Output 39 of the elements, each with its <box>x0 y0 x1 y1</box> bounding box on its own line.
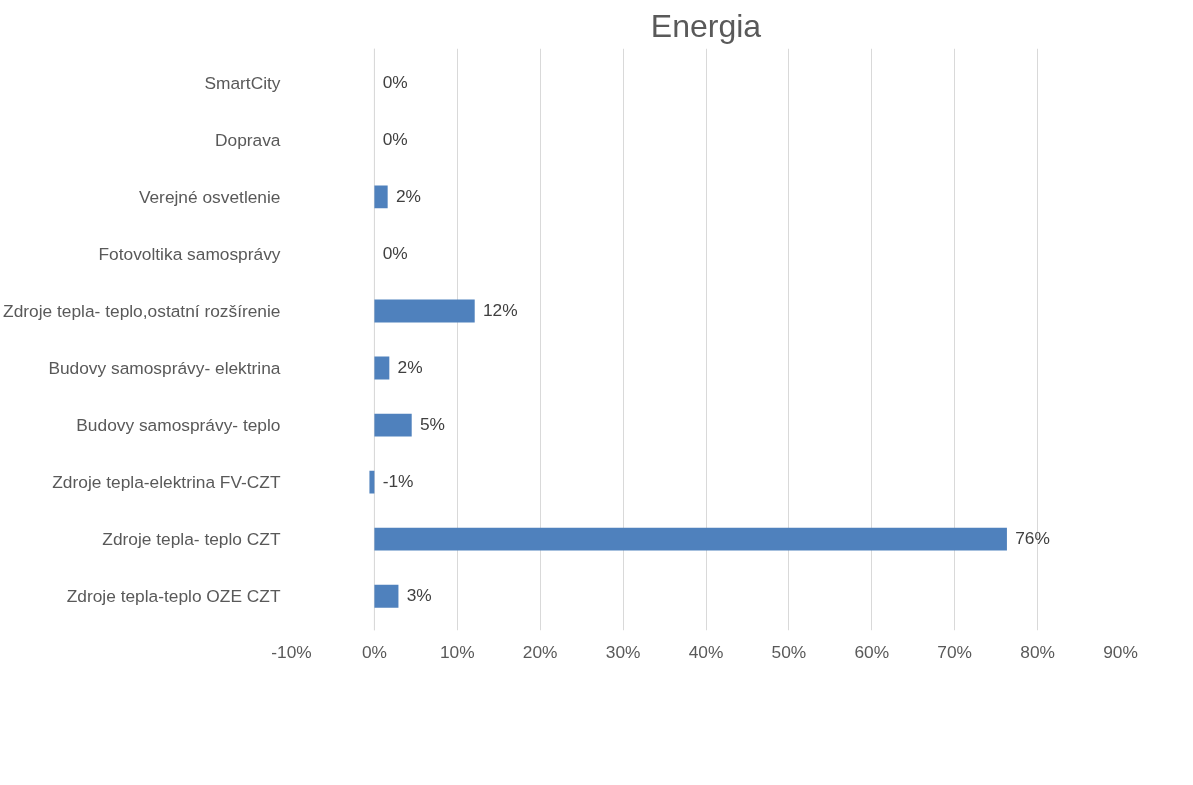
y-tick-label: Zdroje tepla- teplo,ostatní rozšírenie <box>3 300 281 321</box>
y-tick-label: Zdroje tepla-elektrina FV-CZT <box>52 472 281 493</box>
x-tick-label: 70% <box>937 641 973 662</box>
data-label: 76% <box>1015 528 1050 549</box>
x-tick-label: -10% <box>271 641 312 662</box>
x-tick-label: 80% <box>1020 641 1055 662</box>
data-label: 0% <box>382 128 408 149</box>
x-tick-label: 0% <box>361 641 387 662</box>
y-tick-label: Zdroje tepla-teplo OZE CZT <box>66 586 281 607</box>
data-label: 0% <box>382 71 408 92</box>
y-tick-label: Budovy samosprávy- elektrina <box>48 358 281 379</box>
bar <box>374 413 412 437</box>
bar <box>374 185 388 209</box>
y-tick-label: Zdroje tepla- teplo CZT <box>102 529 281 550</box>
y-tick-label: SmartCity <box>204 72 281 93</box>
x-tick-label: 40% <box>688 641 724 662</box>
y-tick-label: Verejné osvetlenie <box>138 186 281 207</box>
data-label: 2% <box>397 357 423 378</box>
x-tick-label: 60% <box>854 641 890 662</box>
x-tick-label: 50% <box>771 641 807 662</box>
y-tick-label: Doprava <box>215 129 281 150</box>
data-label: 5% <box>419 414 446 435</box>
bar <box>374 299 475 323</box>
x-tick-label: 10% <box>439 641 475 662</box>
data-label: 2% <box>395 185 421 206</box>
data-label: 12% <box>483 299 518 320</box>
data-label: 3% <box>406 585 432 606</box>
y-tick-label: Budovy samosprávy- teplo <box>76 415 281 436</box>
data-label: 0% <box>382 242 408 263</box>
bar <box>374 527 1007 551</box>
y-tick-label: Fotovoltika samosprávy <box>98 243 281 264</box>
chart-title: Energia <box>650 7 762 44</box>
x-tick-label: 30% <box>605 641 641 662</box>
bar <box>369 470 375 494</box>
bar <box>374 356 390 380</box>
bar <box>374 584 399 608</box>
x-tick-label: 90% <box>1103 641 1138 662</box>
x-tick-label: 20% <box>522 641 558 662</box>
data-label: -1% <box>382 471 414 492</box>
